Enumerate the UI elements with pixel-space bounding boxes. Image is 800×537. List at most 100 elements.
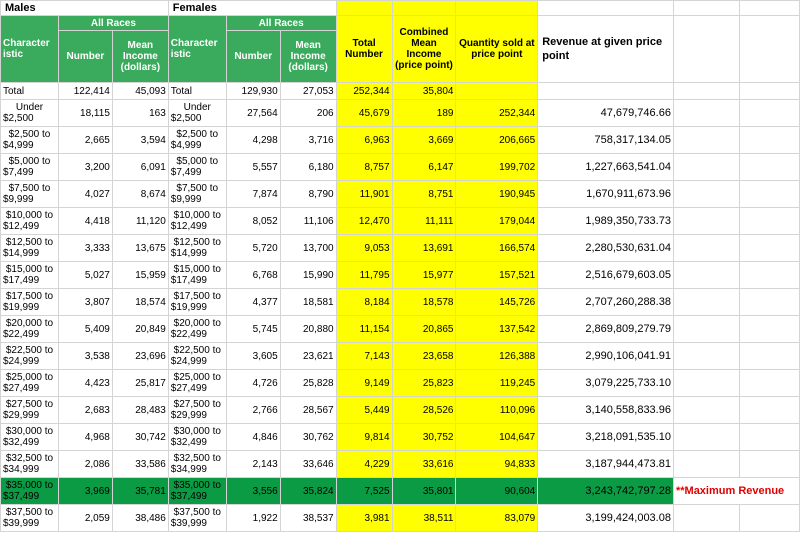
cell[interactable] [672, 234, 740, 262]
total-number-cell[interactable]: 3,981 [335, 504, 393, 532]
mean-income-cell-males[interactable]: 3,594 [111, 126, 169, 154]
total-number-cell[interactable]: 6,963 [335, 126, 393, 154]
total-number-cell[interactable]: 9,814 [335, 423, 393, 451]
revenue-cell[interactable]: 2,516,679,603.05 [537, 261, 674, 289]
mean-income-cell-females[interactable]: 27,053 [279, 82, 337, 100]
quantity-sold-cell[interactable]: 94,833 [455, 450, 539, 478]
characteristic-cell-males[interactable]: $32,500 to $34,999 [0, 450, 59, 478]
mean-income-cell-females[interactable]: 30,762 [279, 423, 337, 451]
number-cell-males[interactable]: 5,027 [57, 261, 113, 289]
mean-income-cell-females[interactable]: 20,880 [279, 315, 337, 343]
combined-mean-cell[interactable]: 3,669 [391, 126, 457, 154]
characteristic-cell-females[interactable]: $27,500 to $29,999 [167, 396, 227, 424]
revenue-cell[interactable]: 3,187,944,473.81 [537, 450, 674, 478]
number-cell-females[interactable]: 8,052 [225, 207, 281, 235]
combined-mean-cell[interactable]: 30,752 [391, 423, 457, 451]
mean-income-cell-females[interactable]: 8,790 [279, 180, 337, 208]
mean-income-cell-males[interactable]: 18,574 [111, 288, 169, 316]
characteristic-cell-males[interactable]: $37,500 to $39,999 [0, 504, 59, 532]
characteristic-cell-males[interactable]: $25,000 to $27,499 [0, 369, 59, 397]
cell[interactable] [672, 153, 740, 181]
females-group-label[interactable]: Females [167, 0, 337, 16]
quantity-sold-cell[interactable]: 137,542 [455, 315, 539, 343]
cell[interactable] [738, 369, 800, 397]
revenue-cell[interactable]: 1,989,350,733.73 [537, 207, 674, 235]
number-cell-males[interactable]: 122,414 [57, 82, 113, 100]
cell[interactable] [672, 504, 740, 532]
quantity-sold-cell[interactable]: 90,604 [455, 477, 539, 505]
cell[interactable] [391, 0, 457, 16]
cell[interactable] [335, 0, 393, 16]
characteristic-cell-males[interactable]: $10,000 to $12,499 [0, 207, 59, 235]
mean-income-cell-males[interactable]: 45,093 [111, 82, 169, 100]
quantity-sold-cell[interactable]: 206,665 [455, 126, 539, 154]
mean-income-cell-males[interactable]: 30,742 [111, 423, 169, 451]
mean-income-cell-males[interactable]: 163 [111, 99, 169, 127]
characteristic-cell-males[interactable]: $30,000 to $32,499 [0, 423, 59, 451]
total-number-cell[interactable]: 7,143 [335, 342, 393, 370]
revenue-cell[interactable]: 3,079,225,733.10 [537, 369, 674, 397]
combined-mean-cell[interactable]: 20,865 [391, 315, 457, 343]
characteristic-cell-females[interactable]: $10,000 to $12,499 [167, 207, 227, 235]
cell[interactable] [672, 315, 740, 343]
cell[interactable] [672, 288, 740, 316]
cell[interactable] [738, 0, 800, 16]
cell[interactable] [672, 261, 740, 289]
mean-income-cell-females[interactable]: 13,700 [279, 234, 337, 262]
total-number-cell[interactable]: 45,679 [335, 99, 393, 127]
cell[interactable] [672, 396, 740, 424]
characteristic-cell-females[interactable]: Under $2,500 [167, 99, 227, 127]
quantity-sold-cell[interactable]: 157,521 [455, 261, 539, 289]
total-number-cell[interactable]: 8,757 [335, 153, 393, 181]
mean-income-cell-males[interactable]: 6,091 [111, 153, 169, 181]
number-cell-males[interactable]: 4,027 [57, 180, 113, 208]
cell[interactable] [738, 82, 800, 100]
characteristic-cell-males[interactable]: $17,500 to $19,999 [0, 288, 59, 316]
cell[interactable] [455, 0, 539, 16]
cell[interactable] [738, 153, 800, 181]
quantity-sold-header[interactable]: Quantity sold at price point [455, 15, 539, 83]
cell[interactable] [738, 15, 800, 83]
total-number-cell[interactable]: 9,053 [335, 234, 393, 262]
cell[interactable] [672, 342, 740, 370]
mean-income-cell-females[interactable]: 23,621 [279, 342, 337, 370]
mean-income-cell-males[interactable]: 13,675 [111, 234, 169, 262]
mean-income-cell-females[interactable]: 18,581 [279, 288, 337, 316]
number-cell-females[interactable]: 27,564 [225, 99, 281, 127]
number-cell-males[interactable]: 5,409 [57, 315, 113, 343]
characteristic-cell-females[interactable]: $20,000 to $22,499 [167, 315, 227, 343]
number-cell-females[interactable]: 3,556 [225, 477, 281, 505]
combined-mean-cell[interactable]: 35,804 [391, 82, 457, 100]
number-cell-females[interactable]: 2,143 [225, 450, 281, 478]
mean-income-cell-females[interactable]: 15,990 [279, 261, 337, 289]
revenue-cell[interactable]: 3,199,424,003.08 [537, 504, 674, 532]
number-cell-females[interactable]: 4,846 [225, 423, 281, 451]
characteristic-cell-males[interactable]: $20,000 to $22,499 [0, 315, 59, 343]
cell[interactable] [738, 234, 800, 262]
characteristic-cell-females[interactable]: $15,000 to $17,499 [167, 261, 227, 289]
number-cell-males[interactable]: 2,665 [57, 126, 113, 154]
number-cell-males[interactable]: 18,115 [57, 99, 113, 127]
revenue-cell[interactable]: 3,140,558,833.96 [537, 396, 674, 424]
mean-income-cell-females[interactable]: 33,646 [279, 450, 337, 478]
number-cell-females[interactable]: 5,557 [225, 153, 281, 181]
characteristic-cell-males[interactable]: $2,500 to $4,999 [0, 126, 59, 154]
mean-income-cell-males[interactable]: 11,120 [111, 207, 169, 235]
cell[interactable] [672, 207, 740, 235]
revenue-cell[interactable]: 2,990,106,041.91 [537, 342, 674, 370]
characteristic-cell-females[interactable]: Total [167, 82, 227, 100]
revenue-cell[interactable]: 2,707,260,288.38 [537, 288, 674, 316]
quantity-sold-cell[interactable]: 126,388 [455, 342, 539, 370]
characteristic-cell-males[interactable]: $7,500 to $9,999 [0, 180, 59, 208]
characteristic-cell-females[interactable]: $30,000 to $32,499 [167, 423, 227, 451]
characteristic-header-females[interactable]: Character istic [167, 15, 227, 83]
number-cell-females[interactable]: 3,605 [225, 342, 281, 370]
revenue-cell[interactable]: 3,243,742,797.28 [537, 477, 674, 505]
characteristic-cell-males[interactable]: $22,500 to $24,999 [0, 342, 59, 370]
combined-mean-cell[interactable]: 38,511 [391, 504, 457, 532]
quantity-sold-cell[interactable]: 190,945 [455, 180, 539, 208]
total-number-cell[interactable]: 11,795 [335, 261, 393, 289]
revenue-cell[interactable]: 2,869,809,279.79 [537, 315, 674, 343]
number-cell-males[interactable]: 2,086 [57, 450, 113, 478]
quantity-sold-cell[interactable]: 179,044 [455, 207, 539, 235]
